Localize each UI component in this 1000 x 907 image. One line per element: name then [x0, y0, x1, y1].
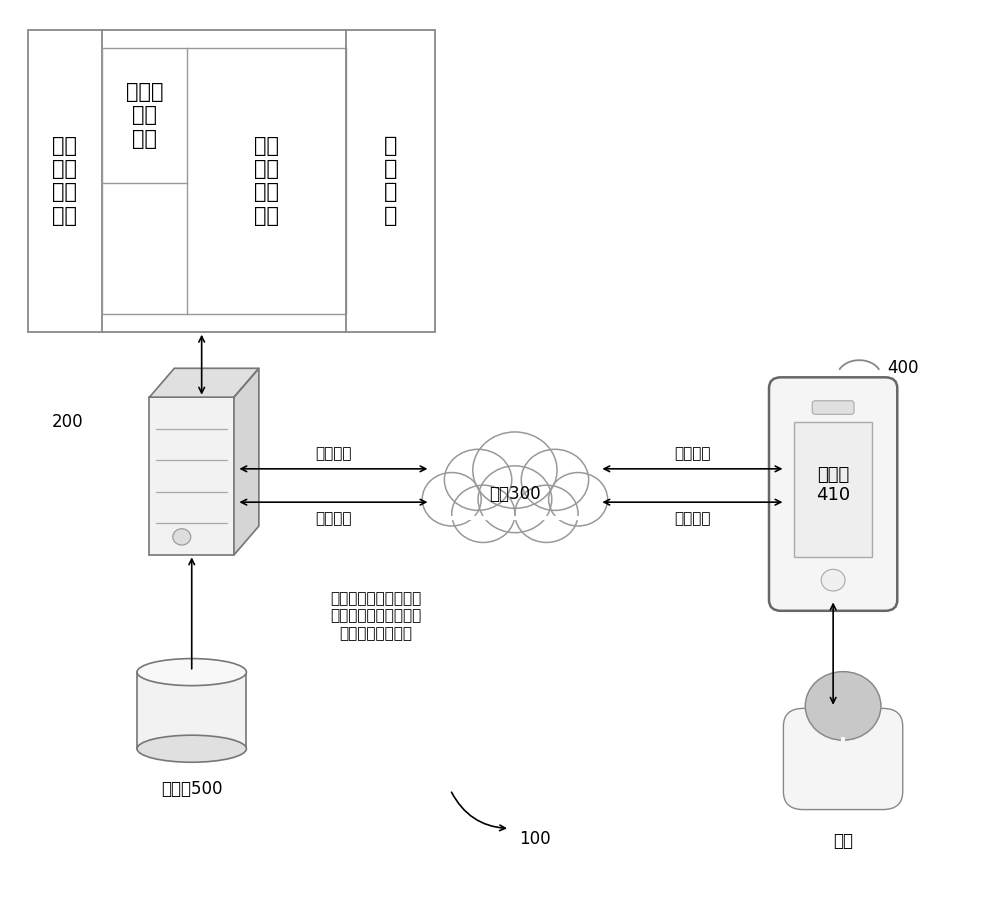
Circle shape — [515, 485, 578, 542]
Text: 用户: 用户 — [833, 832, 853, 850]
Circle shape — [473, 432, 557, 508]
Text: 数据库500: 数据库500 — [161, 780, 222, 798]
FancyBboxPatch shape — [102, 48, 346, 314]
Circle shape — [821, 570, 845, 591]
Circle shape — [422, 473, 481, 526]
FancyBboxPatch shape — [769, 377, 897, 610]
FancyBboxPatch shape — [812, 401, 854, 414]
Text: 目标图像: 目标图像 — [315, 446, 352, 461]
Text: 网络300: 网络300 — [489, 485, 541, 503]
Circle shape — [173, 529, 191, 545]
Text: 特征
向量
的相
似度: 特征 向量 的相 似度 — [254, 136, 279, 226]
Text: 目标图像: 目标图像 — [674, 511, 711, 526]
Circle shape — [452, 485, 515, 542]
FancyBboxPatch shape — [149, 397, 234, 555]
FancyBboxPatch shape — [783, 708, 903, 810]
FancyBboxPatch shape — [445, 500, 585, 522]
Text: 获取样本图像，和样本
图像对应的样本梯度信
息，训练梯度模型: 获取样本图像，和样本 图像对应的样本梯度信 息，训练梯度模型 — [330, 590, 421, 640]
Text: 金字塔
图像
序列: 金字塔 图像 序列 — [126, 83, 163, 149]
Text: 客户端
410: 客户端 410 — [816, 465, 850, 504]
Text: 目标图像: 目标图像 — [315, 511, 352, 526]
Circle shape — [444, 449, 512, 511]
FancyBboxPatch shape — [28, 30, 435, 332]
Ellipse shape — [137, 658, 246, 686]
FancyBboxPatch shape — [794, 423, 872, 557]
Circle shape — [549, 473, 608, 526]
Polygon shape — [149, 368, 259, 397]
Text: 400: 400 — [887, 359, 919, 377]
Circle shape — [521, 449, 589, 511]
Text: 目
标
图
像: 目 标 图 像 — [384, 136, 397, 226]
Text: 200: 200 — [52, 413, 83, 431]
Circle shape — [478, 466, 552, 532]
Text: 模板图像: 模板图像 — [674, 446, 711, 461]
FancyBboxPatch shape — [137, 672, 246, 748]
Polygon shape — [234, 368, 259, 555]
Circle shape — [805, 672, 881, 740]
Text: 确定
边缘
特征
向量: 确定 边缘 特征 向量 — [52, 136, 77, 226]
Ellipse shape — [137, 736, 246, 762]
Text: 100: 100 — [519, 830, 551, 848]
